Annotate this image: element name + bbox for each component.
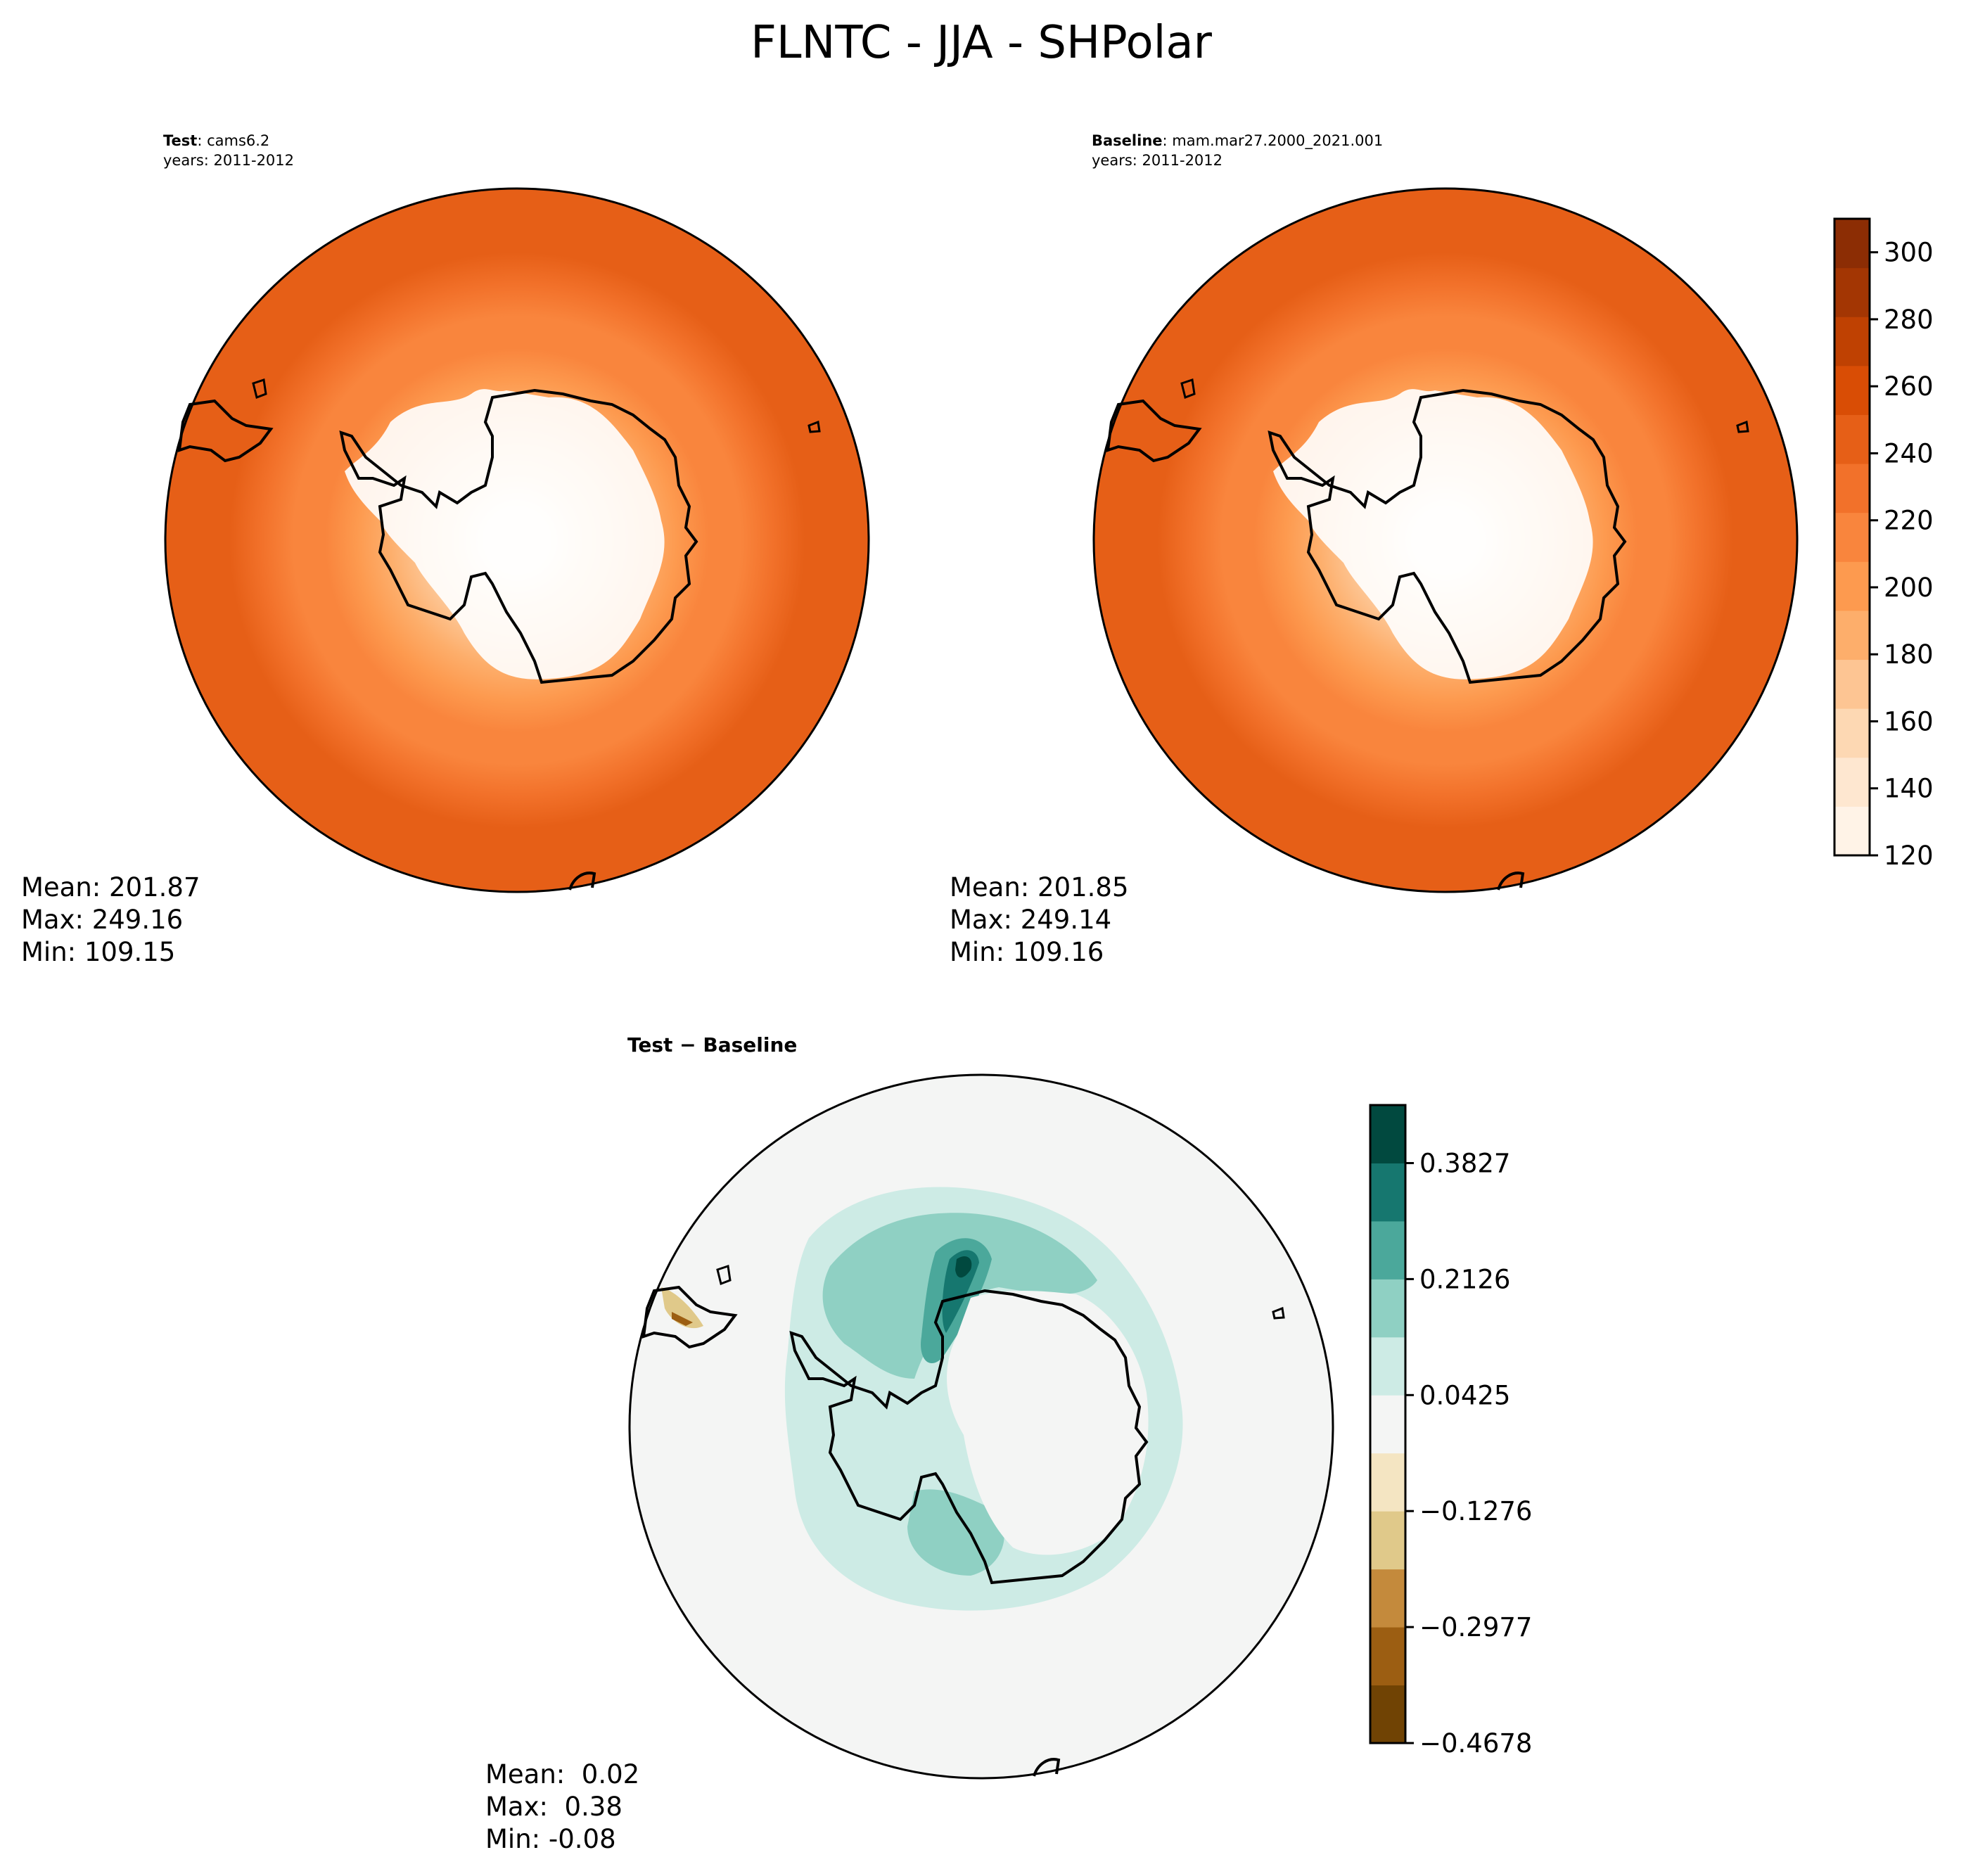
antarctica-plateau [345, 389, 665, 679]
colorbar-level [1834, 512, 1870, 562]
falkland-islands [252, 378, 267, 400]
colorbar-tick-label: 140 [1884, 774, 1934, 804]
colorbar-tick-label: 200 [1884, 573, 1934, 603]
absolute-colorbar: 120 140 160 180 200 220 240 260 280 300 [1833, 217, 1934, 871]
difference-map-boundary [628, 1073, 1334, 1780]
kerguelen-island [808, 420, 821, 433]
colorbar-level [1370, 1163, 1405, 1222]
kerguelen-island [1736, 420, 1749, 433]
colorbar-level [1834, 267, 1870, 317]
colorbar-tick-label: 120 [1884, 841, 1934, 871]
colorbar-tick-label: 280 [1884, 305, 1934, 335]
colorbar-level [1370, 1569, 1405, 1628]
falkland-islands [716, 1265, 732, 1286]
antarctica-coastline [339, 388, 698, 684]
colorbar-level [1834, 708, 1870, 758]
colorbar-frame [1833, 217, 1871, 857]
diff-negative-core [672, 1312, 693, 1326]
colorbar-level [1370, 1685, 1405, 1744]
colorbar-level [1834, 610, 1870, 661]
colorbar-level [1834, 219, 1870, 269]
colorbar-tick-label: 180 [1884, 639, 1934, 670]
colorbar-level [1370, 1511, 1405, 1570]
colorbar-tick-label: −0.1276 [1419, 1496, 1532, 1526]
diff-interior-neutral [947, 1291, 1149, 1555]
colorbar-tick-label: 220 [1884, 506, 1934, 536]
colorbar-level [1370, 1279, 1405, 1338]
test-map-boundary [164, 187, 870, 893]
colorbar-level [1370, 1220, 1405, 1280]
diff-stat-min: Min: -0.08 [485, 1824, 616, 1854]
panel-baseline-title-bold: Baseline [1092, 132, 1163, 149]
baseline-stat-min: Min: 109.16 [950, 937, 1104, 967]
new-zealand-edge [1497, 872, 1525, 891]
colorbar-level [1370, 1395, 1405, 1454]
colorbar-tick-label: 240 [1884, 438, 1934, 468]
antarctica-coastline [789, 1289, 1149, 1585]
new-zealand-edge [568, 872, 596, 891]
colorbar-level [1370, 1453, 1405, 1512]
colorbar-tick-label: 0.2126 [1419, 1264, 1510, 1294]
new-zealand-edge [1033, 1758, 1061, 1777]
panel-test-title: Test: cams6.2 [163, 132, 269, 149]
colorbar-level [1834, 757, 1870, 807]
panel-baseline-subtitle: years: 2011-2012 [1092, 152, 1223, 169]
colorbar-tick-label: 260 [1884, 371, 1934, 402]
panel-baseline-title: Baseline: mam.mar27.2000_2021.001 [1092, 132, 1383, 150]
test-polar-map [164, 187, 870, 893]
colorbar-level [1834, 659, 1870, 709]
antarctica-coastline [1268, 388, 1627, 684]
diff-stat-max: Max: 0.38 [485, 1792, 623, 1822]
colorbar-tick-label: −0.2977 [1419, 1612, 1532, 1642]
south-america-tip [641, 1285, 738, 1349]
baseline-map-boundary [1092, 187, 1799, 893]
colorbar-level [1834, 806, 1870, 856]
colorbar-level [1834, 561, 1870, 611]
panel-test-title-rest: : cams6.2 [197, 132, 269, 149]
colorbar-level [1370, 1105, 1405, 1163]
test-stat-max: Max: 249.16 [21, 905, 183, 935]
panel-test-title-bold: Test [163, 132, 197, 149]
baseline-polar-map [1092, 187, 1799, 893]
colorbar-frame [1369, 1104, 1407, 1744]
south-america-tip [177, 399, 274, 463]
colorbar-tick-label: 0.3827 [1419, 1148, 1510, 1178]
colorbar-tick-label: 300 [1884, 238, 1934, 268]
test-stat-mean: Mean: 201.87 [21, 872, 200, 902]
panel-diff-title: Test − Baseline [627, 1033, 797, 1057]
difference-colorbar: 0.3827 0.2126 0.0425 −0.1276 −0.2977 −0.4678 [1369, 1104, 1532, 1759]
baseline-stat-max: Max: 249.14 [950, 905, 1111, 935]
colorbar-level [1370, 1627, 1405, 1686]
diff-stat-mean: Mean: 0.02 [485, 1759, 639, 1789]
test-stat-min: Min: 109.15 [21, 937, 175, 967]
colorbar-level [1834, 414, 1870, 464]
colorbar-level [1834, 464, 1870, 513]
antarctica-plateau [1273, 389, 1593, 679]
colorbar-tick-label: −0.4678 [1419, 1728, 1532, 1759]
colorbar-tick-label: 160 [1884, 706, 1934, 736]
colorbar-level [1834, 365, 1870, 415]
falkland-islands [1180, 378, 1196, 400]
colorbar-level [1834, 317, 1870, 366]
diff-peak [955, 1256, 972, 1278]
colorbar-tick-label: 0.0425 [1419, 1380, 1510, 1410]
panel-test-subtitle: years: 2011-2012 [163, 152, 294, 169]
difference-polar-map [628, 1073, 1334, 1780]
diff-band-max [942, 1250, 979, 1333]
figure-title: FLNTC - JJA - SHPolar [751, 17, 1213, 69]
kerguelen-island [1272, 1306, 1285, 1320]
colorbar-level [1370, 1336, 1405, 1396]
baseline-stat-mean: Mean: 201.85 [950, 872, 1129, 902]
panel-baseline-title-rest: : mam.mar27.2000_2021.001 [1163, 132, 1384, 150]
south-america-tip [1106, 399, 1202, 463]
